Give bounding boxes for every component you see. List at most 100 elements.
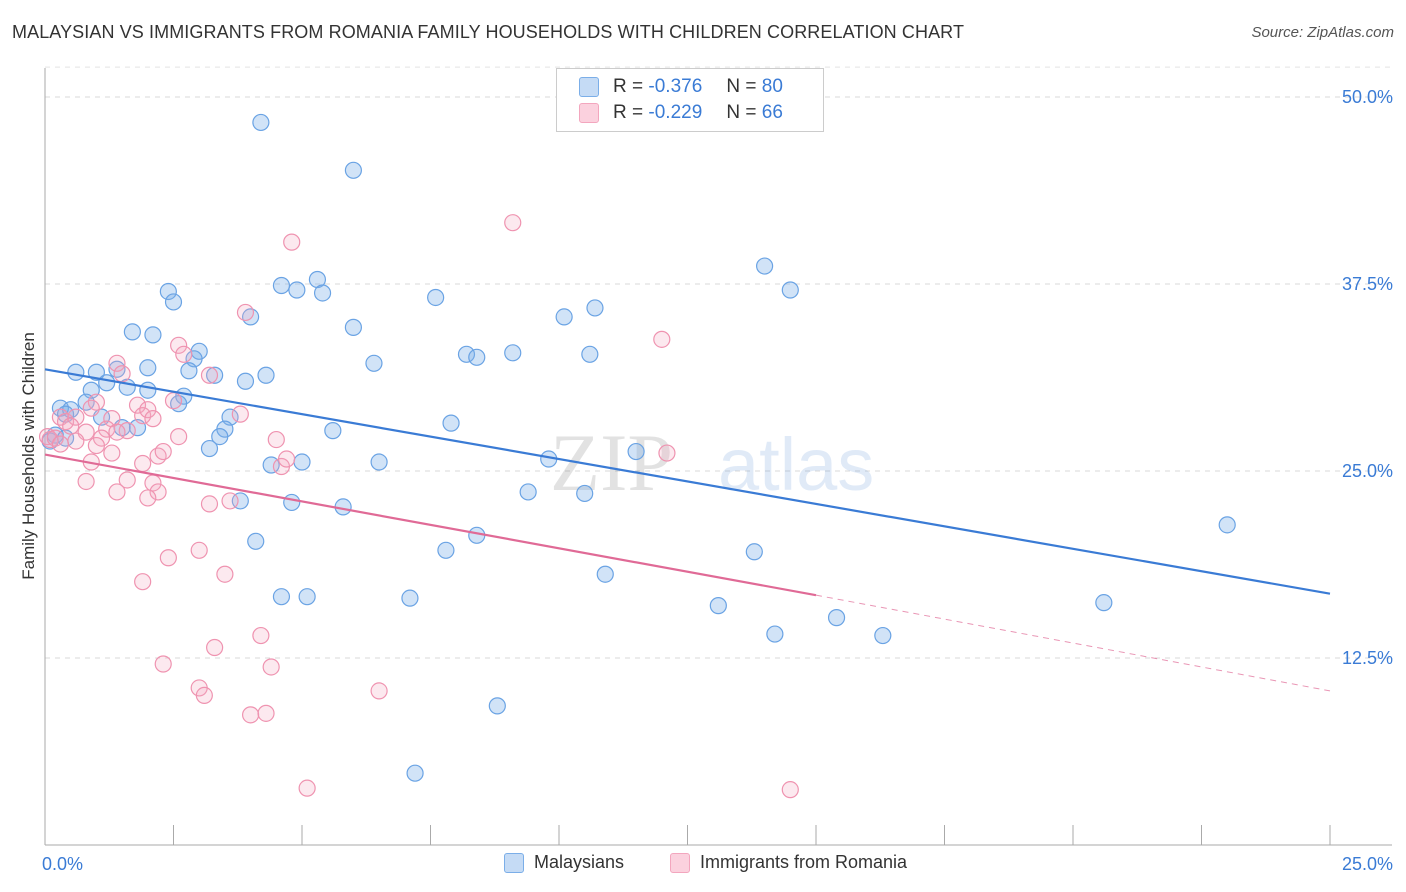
malaysians-point [170, 395, 188, 413]
romania-point [139, 489, 157, 507]
malaysians-point [755, 257, 774, 275]
malaysians-point [406, 764, 424, 782]
romania-point [190, 541, 208, 559]
watermark-zip: ZIP [550, 417, 673, 508]
romania-point [242, 706, 260, 724]
romania-point [118, 471, 136, 489]
y-axis-title-group: Family Households with Children [19, 332, 38, 580]
y-tick-label: 12.5% [1342, 648, 1393, 668]
romania-point [159, 549, 177, 567]
legend-r-value: -0.229 [648, 102, 703, 123]
y-tick-label: 37.5% [1342, 274, 1393, 294]
malaysians-point [781, 281, 799, 299]
malaysians-point [247, 532, 265, 550]
romania-point [128, 396, 147, 414]
malaysians-point [827, 609, 846, 627]
malaysians-point [745, 543, 763, 561]
legend-swatch-malaysians [579, 77, 599, 97]
romania-point [504, 214, 522, 232]
legend-n-label: N = [726, 102, 757, 123]
axes: 0.0% 25.0% [42, 68, 1393, 874]
romania-point [98, 420, 116, 438]
malaysians-point [457, 345, 476, 363]
romania-point [67, 408, 85, 426]
malaysians-point [200, 439, 219, 458]
legend-row-romania: R = -0.229 N = 66 [579, 101, 783, 125]
romania-point [170, 336, 188, 354]
romania-point [653, 330, 671, 348]
romania-point [200, 366, 219, 384]
legend-r-label: R = [613, 102, 644, 123]
y-tick-label: 25.0% [1342, 461, 1393, 481]
romania-point [658, 444, 676, 462]
malaysians-point [283, 493, 301, 512]
romania-point [108, 354, 126, 372]
romania-point [164, 392, 183, 410]
romania-point [195, 686, 213, 705]
romania-point [257, 704, 275, 722]
legend-swatch-romania [579, 103, 599, 123]
malaysians-point [288, 281, 306, 299]
romania-point [206, 638, 224, 657]
romania-point [67, 432, 85, 450]
malaysians-point [766, 625, 784, 643]
romania-point [103, 444, 121, 462]
bottom-legend-swatch-romania [670, 852, 690, 873]
malaysians-point [313, 284, 332, 302]
y-axis-title: Family Households with Children [19, 332, 38, 580]
malaysians-trend-line [44, 368, 1331, 595]
malaysians-point [272, 276, 291, 295]
malaysians-point [67, 363, 85, 381]
malaysians-point [555, 308, 573, 326]
romania-point [77, 472, 95, 491]
malaysians-point [627, 442, 645, 461]
romania-point [277, 450, 296, 468]
malaysians-point [252, 113, 270, 132]
malaysians-point [427, 288, 445, 307]
romania-point [267, 430, 285, 449]
malaysians-point [123, 323, 141, 341]
malaysians-point [488, 697, 506, 715]
watermark-atlas: atlas [718, 423, 874, 506]
romania-point [154, 655, 172, 673]
romania-point [221, 492, 239, 510]
stats-legend: R = -0.376 N = 80 R = -0.229 N = 66 [556, 68, 824, 132]
legend-n-label: N = [726, 76, 757, 97]
malaysians-point [437, 541, 455, 559]
romania-point [149, 483, 167, 501]
source-label: Source: ZipAtlas.com [1251, 24, 1394, 41]
malaysians-point [365, 354, 383, 372]
malaysians-point [519, 483, 537, 501]
romania-point [51, 435, 70, 453]
malaysians-point [344, 161, 362, 179]
bottom-legend-swatch-malaysians [504, 852, 524, 873]
malaysians-point [468, 348, 486, 366]
bottom-legend-label-malaysians: Malaysians [534, 852, 625, 872]
malaysians-point [272, 588, 291, 606]
x-tick-label: 25.0% [1342, 854, 1393, 874]
romania-point [82, 399, 100, 417]
malaysians-point [1218, 516, 1236, 534]
legend-r-label: R = [613, 76, 644, 97]
romania-point [283, 233, 301, 251]
romania-point [236, 303, 255, 322]
romania-point [134, 454, 152, 473]
romania-trend-line [44, 453, 817, 597]
malaysians-point [581, 345, 599, 363]
malaysians-point [576, 484, 594, 503]
romania-point [200, 495, 219, 513]
malaysians-point [180, 362, 198, 380]
romania-point [231, 405, 249, 423]
legend-n-value: 80 [761, 76, 783, 97]
malaysians-point [504, 344, 522, 362]
x-tick-label: 0.0% [42, 854, 83, 874]
romania-trend-extension [815, 594, 1331, 692]
malaysians-point [139, 381, 157, 399]
romania-point [144, 410, 162, 428]
watermark: ZIP atlas [550, 417, 874, 508]
romania-point [781, 781, 799, 799]
malaysians-point [144, 326, 162, 344]
malaysians-point [298, 588, 316, 606]
romania-point [87, 436, 106, 455]
